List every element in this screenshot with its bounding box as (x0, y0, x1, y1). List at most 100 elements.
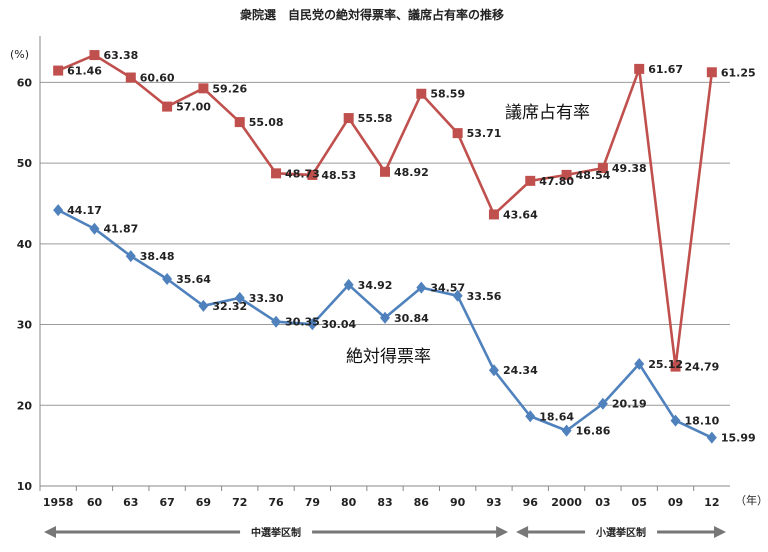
data-point (53, 204, 64, 217)
x-tick-label: 63 (123, 496, 138, 509)
era-arrows: 中選挙区制 小選挙区制 (44, 526, 726, 539)
data-label: 33.30 (249, 292, 284, 305)
data-label: 24.34 (503, 364, 538, 377)
data-label: 53.71 (467, 127, 502, 140)
data-label: 41.87 (103, 223, 138, 236)
data-point (125, 72, 136, 83)
data-label: 48.92 (394, 166, 429, 179)
data-point (198, 83, 209, 94)
era-arrowhead (496, 526, 509, 538)
data-label: 59.26 (212, 82, 247, 95)
x-tick-label: 83 (377, 496, 392, 509)
data-point (234, 291, 245, 304)
era-label: 中選挙区制 (251, 526, 301, 539)
y-tick-label: 30 (17, 319, 33, 332)
data-point (271, 168, 282, 179)
x-tick-label: 79 (305, 496, 320, 509)
data-point (380, 311, 390, 324)
x-axis-unit: （年） (735, 493, 768, 507)
data-label: 55.58 (358, 112, 393, 125)
x-tick-label: 09 (668, 496, 683, 509)
series-markers (53, 50, 717, 444)
data-label: 38.48 (140, 250, 175, 263)
data-point (706, 67, 717, 78)
series-label-seat-share: 議席占有率 (505, 103, 590, 123)
data-label: 30.04 (321, 318, 356, 331)
data-point (561, 424, 572, 437)
data-point (670, 361, 681, 372)
x-tick-label: 86 (414, 496, 430, 509)
data-point (307, 169, 318, 180)
y-tick-label: 60 (17, 76, 33, 89)
data-label: 48.53 (321, 169, 356, 182)
data-label: 61.67 (648, 63, 683, 76)
data-label: 35.64 (176, 273, 211, 286)
data-label: 34.57 (430, 282, 465, 295)
x-tick-label: 96 (523, 496, 539, 509)
x-tick-label: 76 (268, 496, 284, 509)
x-tick-label: 93 (486, 496, 501, 509)
data-point (125, 250, 136, 263)
data-point (380, 166, 390, 177)
data-point (307, 318, 318, 331)
data-label: 43.64 (503, 208, 538, 221)
data-label: 30.35 (285, 316, 320, 329)
data-point (561, 169, 572, 180)
data-label: 33.56 (467, 290, 502, 303)
data-label: 30.84 (394, 312, 429, 325)
data-point (488, 364, 499, 377)
data-point (634, 63, 645, 74)
y-axis-unit: (%) (10, 48, 29, 61)
data-label: 49.38 (612, 162, 647, 175)
data-label: 58.59 (430, 88, 465, 101)
era-arrowhead (714, 526, 726, 538)
y-tick-label: 50 (17, 157, 33, 170)
data-point (89, 222, 100, 235)
data-label: 16.86 (576, 425, 611, 438)
axes: 10 20 30 40 50 60 1958 60 63 67 69 72 76 79 80 83 86 90 93… (17, 36, 730, 509)
x-tick-label: 90 (450, 496, 466, 509)
x-tick-label: 03 (595, 496, 610, 509)
data-point (198, 299, 209, 312)
data-label: 20.19 (612, 398, 647, 411)
data-label: 24.79 (685, 361, 720, 374)
data-point (634, 357, 645, 370)
x-tick-label: 2000 (551, 496, 582, 509)
data-label: 18.10 (685, 415, 720, 428)
data-label: 48.73 (285, 167, 320, 180)
data-point (670, 414, 681, 427)
data-point (162, 273, 173, 286)
data-point (234, 117, 245, 128)
x-tick-label: 05 (632, 496, 647, 509)
x-tick-label: 80 (341, 496, 357, 509)
data-point (525, 410, 536, 423)
data-label: 48.54 (576, 169, 611, 182)
data-label: 25.12 (648, 358, 683, 371)
data-point (525, 175, 536, 186)
data-point (706, 431, 717, 444)
data-label: 61.46 (67, 65, 102, 78)
data-point (53, 65, 64, 76)
y-tick-label: 40 (17, 238, 33, 251)
data-label: 44.17 (67, 204, 102, 217)
x-tick-label: 72 (232, 496, 247, 509)
y-tick-label: 10 (17, 480, 33, 493)
era-label: 小選挙区制 (595, 526, 646, 539)
x-tick-label: 67 (159, 496, 174, 509)
data-point (488, 209, 499, 220)
chart-title: 衆院選 自民党の絶対得票率、議席占有率の推移 (240, 7, 504, 22)
data-label: 63.38 (103, 49, 138, 62)
series-label-absolute-vote: 絶対得票率 (346, 347, 431, 367)
data-label: 60.60 (140, 72, 175, 85)
data-label: 15.99 (721, 432, 756, 445)
data-point (89, 50, 100, 61)
data-label: 47.80 (539, 175, 574, 188)
data-label: 34.92 (358, 279, 393, 292)
era-arrowhead (44, 526, 56, 538)
x-tick-label: 1958 (43, 496, 74, 509)
data-point (162, 101, 173, 112)
data-label: 57.00 (176, 101, 211, 114)
data-label: 55.08 (249, 116, 284, 129)
